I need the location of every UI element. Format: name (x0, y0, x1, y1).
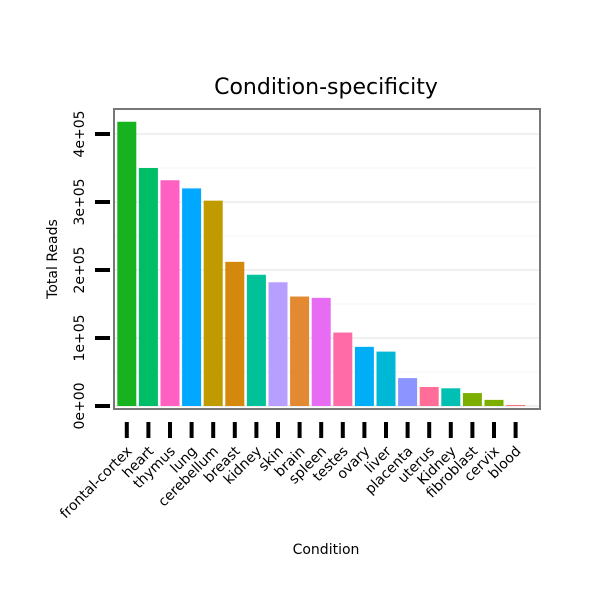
bar-heart (138, 168, 158, 406)
bar-ovary (354, 346, 374, 406)
y-axis-title: Total Reads (45, 219, 61, 300)
bar-skin (268, 282, 288, 406)
bar-kidney (246, 274, 266, 406)
bar-spleen (311, 297, 331, 406)
bar-testes (333, 332, 353, 406)
y-tick-label: 3e+05 (72, 178, 88, 225)
bar-uterus (419, 386, 439, 406)
y-tick-label: 2e+05 (72, 246, 88, 293)
y-tick-label: 4e+05 (72, 110, 88, 157)
bar-frontal-cortex (117, 121, 137, 406)
plot-panel-border (113, 108, 541, 410)
bar-brain (290, 296, 310, 406)
bar-blood (506, 404, 526, 406)
bar-lung (182, 188, 202, 406)
chart-title: Condition-specificity (214, 75, 438, 100)
bar-placenta (398, 378, 418, 406)
x-axis-title: Condition (293, 542, 360, 558)
bar-liver (376, 351, 396, 406)
bar-cerebellum (203, 200, 223, 406)
bars-layer (117, 121, 526, 406)
y-tick-label: 0e+00 (72, 382, 88, 429)
bar-thymus (160, 180, 180, 406)
bar-breast (225, 261, 245, 406)
bar-fibroblast (462, 393, 482, 406)
bar-Kidney (441, 388, 461, 406)
bar-cervix (484, 399, 504, 406)
y-axis: 0e+00 1e+05 2e+05 3e+05 4e+05 (72, 110, 110, 430)
y-tick-label: 1e+05 (72, 314, 88, 361)
